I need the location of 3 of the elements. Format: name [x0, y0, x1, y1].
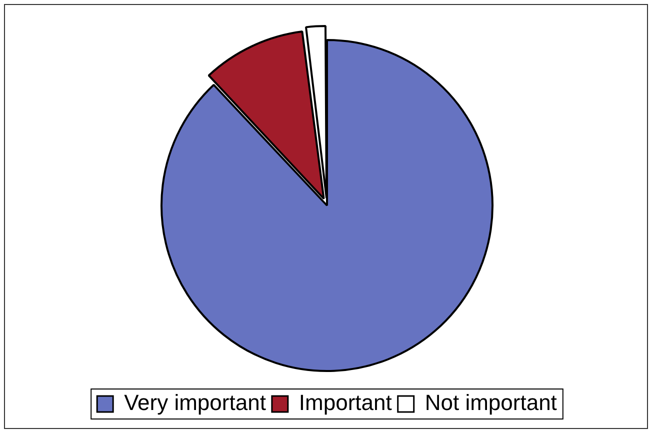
legend-label: Important [298, 390, 392, 416]
legend-label: Not important [424, 390, 557, 416]
legend-label: Very important [124, 390, 266, 416]
